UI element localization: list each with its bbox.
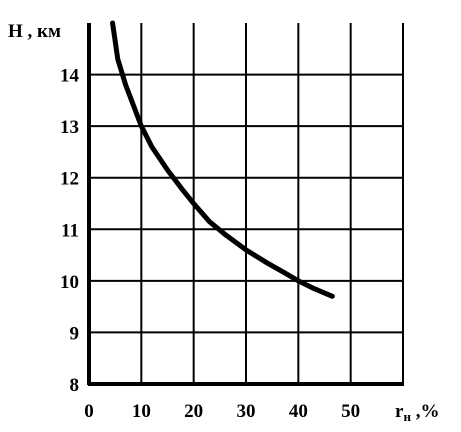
x-axis-title-main: r	[395, 401, 404, 422]
x-axis-title: rн ,%	[395, 401, 439, 424]
series-line-1	[110, 20, 335, 299]
x-tick-label: 20	[184, 401, 203, 422]
y-tick-label: 13	[60, 117, 79, 138]
x-tick-label: 0	[84, 401, 94, 422]
y-tick-label: 14	[60, 66, 80, 87]
y-tick-label: 10	[60, 272, 79, 293]
x-tick-label: 10	[132, 401, 151, 422]
tick-labels: 8 9 10 11 12 13 14 0 10 20 30 40 50	[60, 66, 360, 422]
y-axis-title: H , км	[8, 21, 61, 42]
axes	[87, 23, 404, 386]
y-tick-label: 11	[61, 220, 79, 241]
series-layer	[110, 20, 335, 299]
x-tick-label: 50	[341, 401, 360, 422]
grid	[89, 23, 404, 384]
x-tick-label: 30	[237, 401, 256, 422]
y-tick-label: 8	[70, 375, 80, 396]
y-tick-label: 9	[70, 323, 80, 344]
x-axis-title-tail: ,%	[411, 401, 440, 422]
x-axis-title-subscript: н	[403, 409, 411, 424]
y-tick-label: 12	[60, 169, 79, 190]
x-tick-label: 40	[289, 401, 308, 422]
